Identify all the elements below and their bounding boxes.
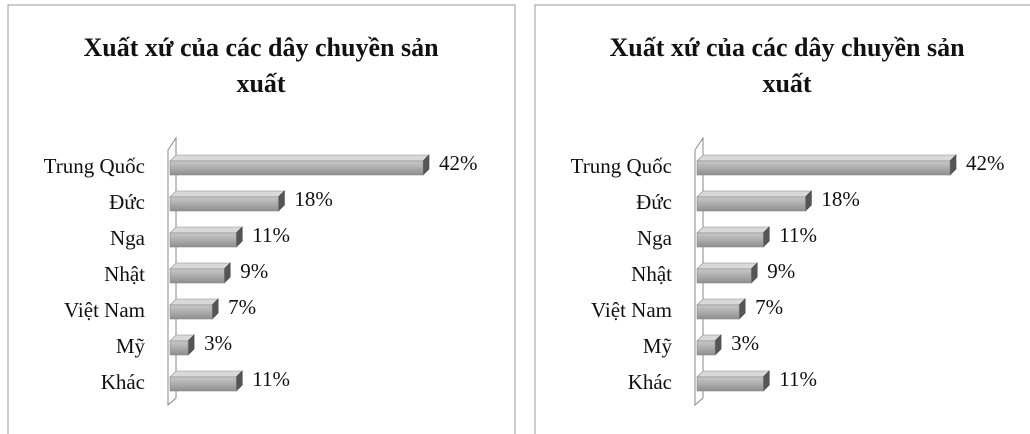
value-label: 42% bbox=[439, 151, 478, 175]
category-label: Việt Nam bbox=[591, 298, 672, 322]
bar-top bbox=[169, 370, 243, 378]
chart-title: Xuất xứ của các dây chuyền sản xuất bbox=[83, 33, 439, 98]
bar-top bbox=[696, 154, 957, 162]
value-label: 3% bbox=[204, 331, 232, 355]
bar-front bbox=[169, 196, 279, 212]
category-label: Khác bbox=[628, 370, 672, 394]
value-label: 11% bbox=[779, 367, 817, 391]
category-label: Mỹ bbox=[116, 334, 146, 358]
bar-top bbox=[696, 190, 813, 198]
bar-front bbox=[169, 232, 237, 248]
bar-top bbox=[169, 262, 231, 270]
bar-front bbox=[169, 268, 225, 284]
value-label: 42% bbox=[966, 151, 1005, 175]
bar bbox=[169, 226, 243, 248]
category-label: Nhật bbox=[104, 262, 145, 286]
category-label: Mỹ bbox=[643, 334, 673, 358]
bar-top bbox=[696, 226, 770, 234]
bar bbox=[169, 190, 286, 212]
category-label: Đức bbox=[636, 190, 672, 214]
value-label: 3% bbox=[731, 331, 759, 355]
bar bbox=[696, 262, 758, 284]
value-label: 18% bbox=[294, 187, 333, 211]
bar-front bbox=[169, 376, 237, 392]
bar bbox=[169, 154, 430, 176]
bar-front bbox=[696, 232, 764, 248]
chart-title: Xuất xứ của các dây chuyền sản xuất bbox=[609, 33, 965, 98]
bar-top bbox=[169, 226, 243, 234]
bar bbox=[696, 226, 770, 248]
bar-front bbox=[696, 196, 806, 212]
bar-top bbox=[169, 154, 430, 162]
bar-front bbox=[696, 160, 951, 176]
bar bbox=[696, 334, 722, 356]
bar-front bbox=[696, 376, 764, 392]
bar bbox=[169, 298, 219, 320]
bar bbox=[696, 154, 957, 176]
category-label: Việt Nam bbox=[64, 298, 145, 322]
category-label: Trung Quốc bbox=[571, 154, 672, 178]
bar-front bbox=[169, 160, 424, 176]
category-label: Nga bbox=[637, 226, 673, 250]
value-label: 9% bbox=[240, 259, 268, 283]
bar-front bbox=[696, 304, 740, 320]
panel-border bbox=[534, 4, 1030, 434]
bar-front bbox=[169, 304, 213, 320]
bar bbox=[696, 298, 746, 320]
category-label: Nga bbox=[110, 226, 146, 250]
category-label: Nhật bbox=[631, 262, 672, 286]
bar-top bbox=[696, 262, 758, 270]
panel-border bbox=[7, 4, 516, 434]
value-label: 11% bbox=[252, 367, 290, 391]
bar-front bbox=[696, 340, 716, 356]
bar-top bbox=[169, 190, 286, 198]
value-label: 9% bbox=[767, 259, 795, 283]
value-label: 18% bbox=[821, 187, 860, 211]
category-label: Trung Quốc bbox=[44, 154, 145, 178]
value-label: 7% bbox=[755, 295, 783, 319]
value-label: 11% bbox=[252, 223, 290, 247]
value-label: 11% bbox=[779, 223, 817, 247]
bar-top bbox=[696, 298, 746, 306]
bar bbox=[169, 370, 243, 392]
category-label: Khác bbox=[101, 370, 145, 394]
bar bbox=[169, 334, 195, 356]
category-label: Đức bbox=[109, 190, 145, 214]
bar-front bbox=[169, 340, 189, 356]
value-label: 7% bbox=[228, 295, 256, 319]
bar bbox=[696, 190, 813, 212]
bar bbox=[696, 370, 770, 392]
bar bbox=[169, 262, 231, 284]
bar-top bbox=[696, 370, 770, 378]
bar-top bbox=[169, 298, 219, 306]
bar-front bbox=[696, 268, 752, 284]
